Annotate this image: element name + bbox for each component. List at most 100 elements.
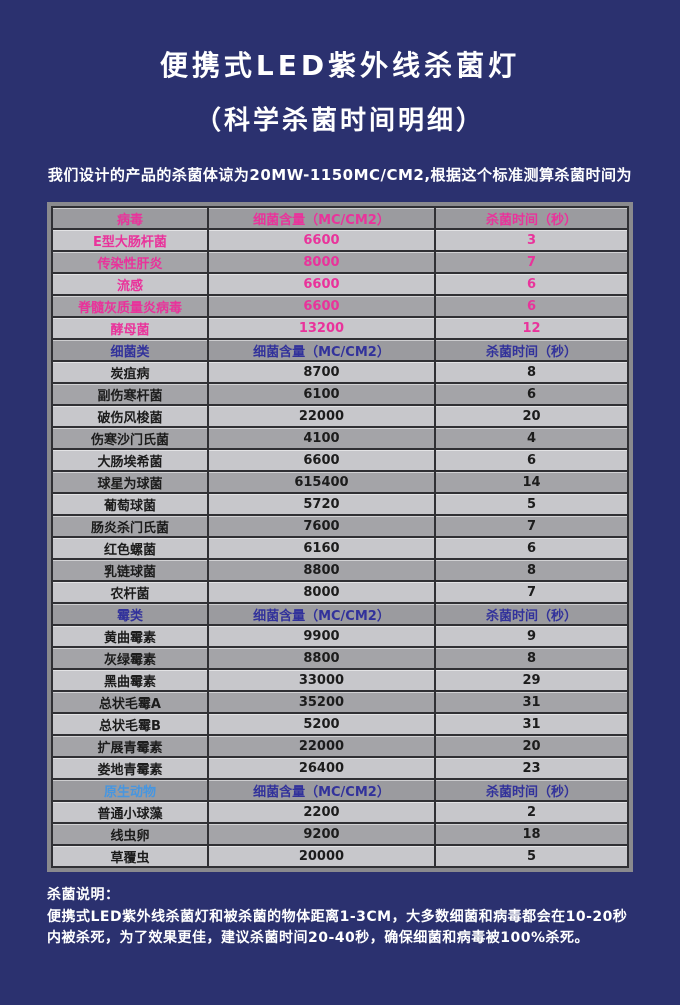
organism-cell: 破伤风梭菌 (53, 406, 207, 426)
time-cell: 3 (436, 230, 627, 250)
organism-cell: 脊髓灰质量炎病毒 (53, 296, 207, 316)
section-name-cell: 病毒 (53, 208, 207, 228)
organism-cell: 总状毛霉B (53, 714, 207, 734)
organism-cell: 副伤寒杆菌 (53, 384, 207, 404)
amount-cell: 2200 (208, 802, 435, 822)
table-row: 破伤风梭菌 22000 20 (53, 406, 627, 426)
section-header-row: 霉类 细菌含量（MC/CM2） 杀菌时间（秒） (53, 604, 627, 624)
organism-cell: 灰绿霉素 (53, 648, 207, 668)
section-name-cell: 霉类 (53, 604, 207, 624)
organism-cell: 普通小球藻 (53, 802, 207, 822)
time-cell: 6 (436, 296, 627, 316)
organism-cell: 流感 (53, 274, 207, 294)
table-row: 肠炎杀门氏菌 7600 7 (53, 516, 627, 536)
time-cell: 20 (436, 406, 627, 426)
time-cell: 20 (436, 736, 627, 756)
time-cell: 8 (436, 362, 627, 382)
organism-cell: 黄曲霉素 (53, 626, 207, 646)
organism-cell: 酵母菌 (53, 318, 207, 338)
table-row: 乳链球菌 8800 8 (53, 560, 627, 580)
organism-cell: 草覆虫 (53, 846, 207, 866)
time-cell: 5 (436, 494, 627, 514)
amount-header-cell: 细菌含量（MC/CM2） (208, 780, 435, 800)
table-row: 黄曲霉素 9900 9 (53, 626, 627, 646)
time-cell: 6 (436, 384, 627, 404)
table-row: 脊髓灰质量炎病毒 6600 6 (53, 296, 627, 316)
amount-cell: 22000 (208, 736, 435, 756)
page-title: 便携式LED紫外线杀菌灯 (159, 49, 521, 82)
amount-cell: 33000 (208, 670, 435, 690)
sterilization-table: 病毒 细菌含量（MC/CM2） 杀菌时间（秒） E型大肠杆菌 6600 3 传染性肝炎 800… (47, 202, 633, 872)
amount-header-cell: 细菌含量（MC/CM2） (208, 340, 435, 360)
organism-cell: 大肠埃希菌 (53, 450, 207, 470)
organism-cell: 农杆菌 (53, 582, 207, 602)
time-cell: 23 (436, 758, 627, 778)
table-row: 线虫卵 9200 18 (53, 824, 627, 844)
table-row: 灰绿霉素 8800 8 (53, 648, 627, 668)
amount-cell: 8800 (208, 560, 435, 580)
table-row: 黑曲霉素 33000 29 (53, 670, 627, 690)
sterilization-table-body: 病毒 细菌含量（MC/CM2） 杀菌时间（秒） E型大肠杆菌 6600 3 传染性肝炎 800… (53, 208, 627, 866)
organism-cell: 总状毛霉A (53, 692, 207, 712)
time-header-cell: 杀菌时间（秒） (436, 780, 627, 800)
time-cell: 7 (436, 516, 627, 536)
footer-text: 便携式LED紫外线杀菌灯和被杀菌的物体距离1-3CM，大多数细菌和病毒都会在10… (47, 908, 628, 947)
section-header-row: 细菌类 细菌含量（MC/CM2） 杀菌时间（秒） (53, 340, 627, 360)
table-row: 炭疽病 8700 8 (53, 362, 627, 382)
amount-cell: 6600 (208, 230, 435, 250)
section-header-row: 原生动物 细菌含量（MC/CM2） 杀菌时间（秒） (53, 780, 627, 800)
amount-cell: 8700 (208, 362, 435, 382)
time-cell: 4 (436, 428, 627, 448)
table-row: 酵母菌 13200 12 (53, 318, 627, 338)
amount-cell: 6100 (208, 384, 435, 404)
organism-cell: 传染性肝炎 (53, 252, 207, 272)
amount-cell: 5200 (208, 714, 435, 734)
amount-cell: 6600 (208, 296, 435, 316)
time-cell: 9 (436, 626, 627, 646)
time-cell: 14 (436, 472, 627, 492)
time-header-cell: 杀菌时间（秒） (436, 208, 627, 228)
organism-cell: E型大肠杆菌 (53, 230, 207, 250)
amount-cell: 6160 (208, 538, 435, 558)
time-cell: 6 (436, 274, 627, 294)
time-cell: 8 (436, 560, 627, 580)
time-cell: 5 (436, 846, 627, 866)
organism-cell: 红色螺菌 (53, 538, 207, 558)
amount-cell: 13200 (208, 318, 435, 338)
organism-cell: 黑曲霉素 (53, 670, 207, 690)
table-row: 流感 6600 6 (53, 274, 627, 294)
table-row: 普通小球藻 2200 2 (53, 802, 627, 822)
amount-cell: 35200 (208, 692, 435, 712)
footer-label: 杀菌说明： (47, 887, 120, 903)
table-row: 草覆虫 20000 5 (53, 846, 627, 866)
time-cell: 2 (436, 802, 627, 822)
amount-cell: 6600 (208, 274, 435, 294)
table-row: 传染性肝炎 8000 7 (53, 252, 627, 272)
section-name-cell: 原生动物 (53, 780, 207, 800)
table-row: E型大肠杆菌 6600 3 (53, 230, 627, 250)
table-row: 扩展青霉素 22000 20 (53, 736, 627, 756)
organism-cell: 葡萄球菌 (53, 494, 207, 514)
amount-cell: 20000 (208, 846, 435, 866)
amount-cell: 8800 (208, 648, 435, 668)
organism-cell: 乳链球菌 (53, 560, 207, 580)
organism-cell: 伤寒沙门氏菌 (53, 428, 207, 448)
time-cell: 12 (436, 318, 627, 338)
table-row: 总状毛霉B 5200 31 (53, 714, 627, 734)
organism-cell: 娄地青霉素 (53, 758, 207, 778)
table-row: 葡萄球菌 5720 5 (53, 494, 627, 514)
time-cell: 31 (436, 714, 627, 734)
amount-cell: 22000 (208, 406, 435, 426)
amount-cell: 5720 (208, 494, 435, 514)
time-cell: 7 (436, 252, 627, 272)
amount-cell: 26400 (208, 758, 435, 778)
time-header-cell: 杀菌时间（秒） (436, 604, 627, 624)
footer-note: 杀菌说明： 便携式LED紫外线杀菌灯和被杀菌的物体距离1-3CM，大多数细菌和病… (47, 885, 633, 950)
amount-cell: 4100 (208, 428, 435, 448)
time-cell: 29 (436, 670, 627, 690)
time-cell: 8 (436, 648, 627, 668)
page-subtitle: （科学杀菌时间明细） (194, 106, 485, 136)
table-row: 球星为球菌 615400 14 (53, 472, 627, 492)
organism-cell: 肠炎杀门氏菌 (53, 516, 207, 536)
amount-cell: 6600 (208, 450, 435, 470)
